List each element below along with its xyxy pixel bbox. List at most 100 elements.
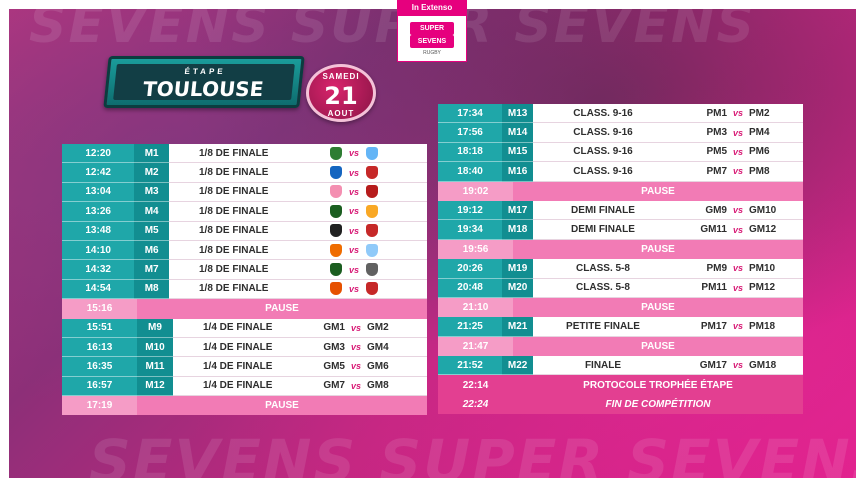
match-details: 1/8 DE FINALE vs: [169, 260, 427, 280]
match-details: CLASS. 5-8 PM11 vs PM12: [533, 278, 803, 298]
team-b-crest-icon: [366, 204, 378, 218]
team-b: PM8: [749, 165, 770, 177]
event-row: 22:24 FIN DE COMPÉTITION: [438, 394, 803, 415]
match-row: 13:26 M4 1/8 DE FINALE vs: [62, 202, 427, 222]
team-b: PM12: [749, 282, 776, 294]
versus-label: vs: [732, 166, 743, 177]
team-b-crest-icon: [366, 146, 378, 160]
match-code: M3: [134, 182, 169, 203]
team-logos: vs: [287, 166, 427, 180]
pause-row: 21:47 PAUSE: [438, 336, 803, 357]
team-b-slot: [366, 185, 421, 199]
match-code: M15: [502, 142, 533, 163]
match-details: 1/4 DE FINALE GM5 vs GM6: [173, 357, 427, 377]
team-b-slot: [366, 146, 421, 160]
match-details: DEMI FINALE GM11 vs GM12: [533, 220, 803, 240]
team-b-crest-icon: [366, 185, 378, 199]
match-time: 13:26: [62, 202, 135, 222]
team-b: PM10: [749, 262, 776, 274]
versus-label: vs: [348, 148, 359, 159]
match-code: M5: [134, 221, 169, 241]
team-b-crest-icon: [366, 282, 378, 296]
match-time: 21:25: [438, 317, 503, 337]
team-a-slot: [287, 166, 342, 180]
team-a-crest-icon: [330, 243, 342, 257]
match-details: CLASS. 9-16 PM1 vs PM2: [533, 104, 803, 124]
team-a: GM17: [699, 359, 727, 371]
team-b-slot: [366, 282, 421, 296]
match-round: PETITE FINALE: [566, 320, 640, 332]
match-details: CLASS. 9-16 PM3 vs PM4: [533, 123, 803, 143]
team-b: GM8: [367, 380, 389, 392]
versus-label: vs: [350, 342, 361, 353]
match-row: 12:20 M1 1/8 DE FINALE vs: [62, 144, 427, 164]
team-b: PM6: [749, 146, 770, 158]
team-b: GM12: [749, 224, 777, 236]
pause-time: 21:47: [438, 336, 513, 357]
schedule-table-right: 17:34 M13 CLASS. 9-16 PM1 vs PM2 17:56 M14 CLASS…: [438, 104, 803, 415]
pause-row: 19:56 PAUSE: [438, 239, 803, 260]
team-b-crest-icon: [366, 224, 378, 238]
team-b-crest-icon: [366, 243, 378, 257]
match-details: DEMI FINALE GM9 vs GM10: [533, 200, 803, 221]
match-details: 1/8 DE FINALE vs: [169, 144, 427, 164]
pause-time: 19:02: [438, 181, 513, 201]
team-b: GM2: [367, 322, 389, 334]
team-b-slot: [366, 204, 421, 218]
team-a: GM5: [323, 360, 345, 372]
pause-label: PAUSE: [641, 185, 675, 197]
pause-label: PAUSE: [265, 303, 299, 315]
match-row: 16:35 M11 1/4 DE FINALE GM5 vs GM6: [62, 357, 427, 377]
match-code: M4: [134, 202, 169, 222]
pause-time: 22:14: [438, 375, 513, 395]
team-b: GM18: [749, 359, 777, 371]
match-row: 14:32 M7 1/8 DE FINALE vs: [62, 260, 427, 280]
match-row: 21:52 M22 FINALE GM17 vs GM18: [438, 356, 803, 376]
logo-sevens-text: SEVENS: [410, 34, 454, 48]
versus-label: vs: [732, 224, 743, 235]
match-code: M2: [134, 163, 169, 183]
team-a-slot: [287, 282, 342, 296]
match-time: 21:52: [438, 356, 503, 376]
match-time: 12:42: [62, 163, 135, 183]
date-day-name: SAMEDI: [322, 72, 360, 81]
pause-row: 21:10 PAUSE: [438, 297, 803, 318]
versus-label: vs: [732, 321, 743, 332]
versus-label: vs: [350, 361, 361, 372]
match-round: 1/8 DE FINALE: [199, 225, 269, 237]
team-b: GM6: [367, 360, 389, 372]
match-round: FINALE: [584, 359, 622, 371]
match-code: M19: [502, 259, 533, 279]
versus-label: vs: [732, 127, 743, 138]
team-a: PM9: [706, 262, 727, 274]
match-time: 13:04: [62, 182, 135, 203]
versus-label: vs: [348, 264, 359, 275]
team-logos: vs: [287, 224, 427, 238]
team-a: GM11: [700, 224, 727, 236]
team-b-slot: [366, 166, 421, 180]
versus-label: vs: [732, 146, 743, 157]
match-code: M13: [502, 104, 533, 124]
team-a-slot: [287, 185, 342, 199]
match-round: 1/4 DE FINALE: [203, 341, 273, 353]
match-details: 1/8 DE FINALE vs: [169, 240, 427, 261]
versus-label: vs: [732, 108, 743, 119]
match-time: 14:10: [62, 240, 135, 261]
versus-label: vs: [350, 322, 361, 333]
match-row: 16:13 M10 1/4 DE FINALE GM3 vs GM4: [62, 337, 427, 358]
match-time: 17:56: [438, 123, 503, 143]
team-a-crest-icon: [330, 282, 342, 296]
match-details: FINALE GM17 vs GM18: [533, 356, 803, 376]
match-code: M10: [137, 337, 173, 358]
pause-label: PAUSE: [265, 400, 299, 412]
team-a: PM5: [706, 146, 727, 158]
match-round: 1/4 DE FINALE: [203, 380, 273, 392]
match-round: DEMI FINALE: [571, 224, 635, 236]
team-b: PM4: [749, 127, 770, 139]
match-code: M12: [137, 376, 173, 397]
team-a-slot: [287, 224, 342, 238]
versus-label: vs: [348, 225, 359, 236]
team-a: GM9: [705, 204, 727, 216]
match-row: 13:04 M3 1/8 DE FINALE vs: [62, 182, 427, 203]
team-a: PM1: [706, 107, 727, 119]
